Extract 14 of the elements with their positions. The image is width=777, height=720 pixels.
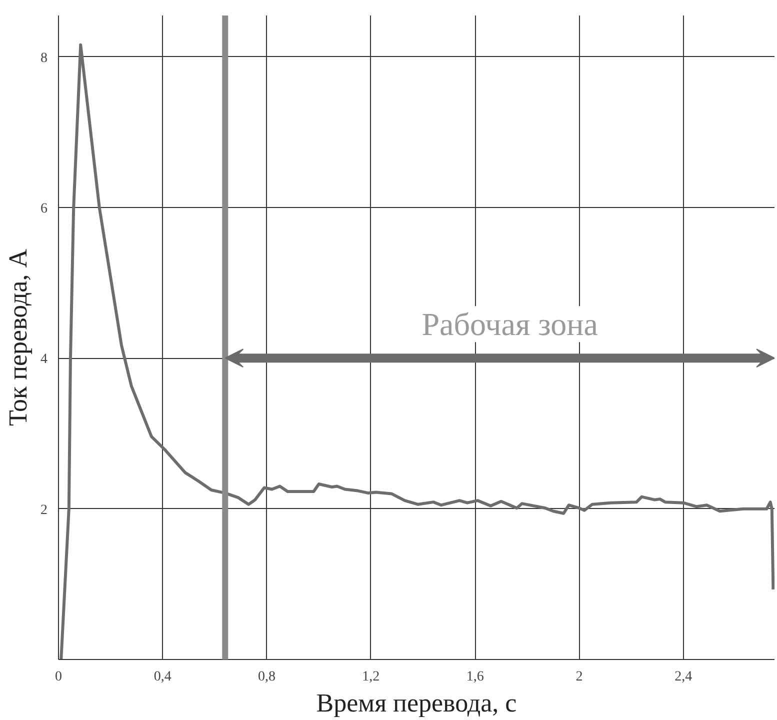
x-tick-label: 1,6 — [466, 670, 484, 684]
y-tick-label: 4 — [40, 352, 48, 368]
annotation: Рабочая зона — [422, 306, 598, 342]
x-tick-label: 0,4 — [154, 670, 172, 684]
x-axis-title: Время перевода, с — [316, 688, 517, 718]
x-tick-label: 0,8 — [258, 670, 276, 684]
y-tick-label: 6 — [40, 202, 48, 217]
x-tick-label: 2,4 — [674, 670, 692, 684]
x-tick-label: 1,2 — [362, 670, 380, 684]
x-tick-label: 2 — [576, 670, 583, 684]
y-axis-title: Ток перевода, А — [4, 248, 32, 426]
y-tick-label: 2 — [40, 502, 48, 518]
y-tick-label: 8 — [40, 50, 48, 66]
x-tick-label: 0 — [55, 670, 62, 684]
